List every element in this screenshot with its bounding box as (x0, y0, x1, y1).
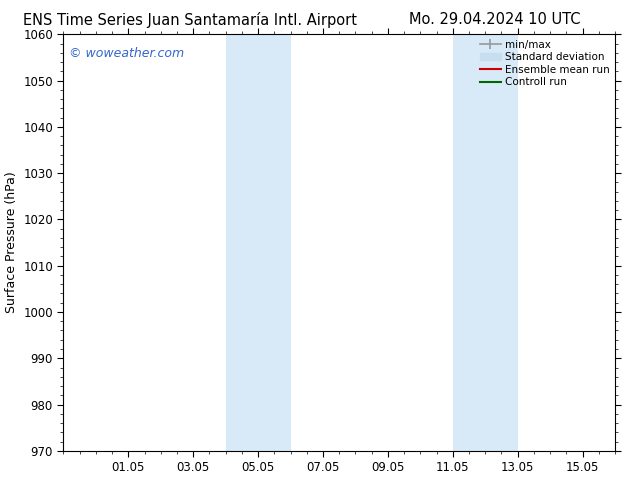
Text: Mo. 29.04.2024 10 UTC: Mo. 29.04.2024 10 UTC (409, 12, 580, 27)
Bar (453, 34, 517, 451)
Text: © woweather.com: © woweather.com (69, 47, 184, 60)
Legend: min/max, Standard deviation, Ensemble mean run, Controll run: min/max, Standard deviation, Ensemble me… (478, 37, 612, 89)
Bar (226, 34, 290, 451)
Text: ENS Time Series Juan Santamaría Intl. Airport: ENS Time Series Juan Santamaría Intl. Ai… (23, 12, 357, 28)
Y-axis label: Surface Pressure (hPa): Surface Pressure (hPa) (4, 172, 18, 314)
